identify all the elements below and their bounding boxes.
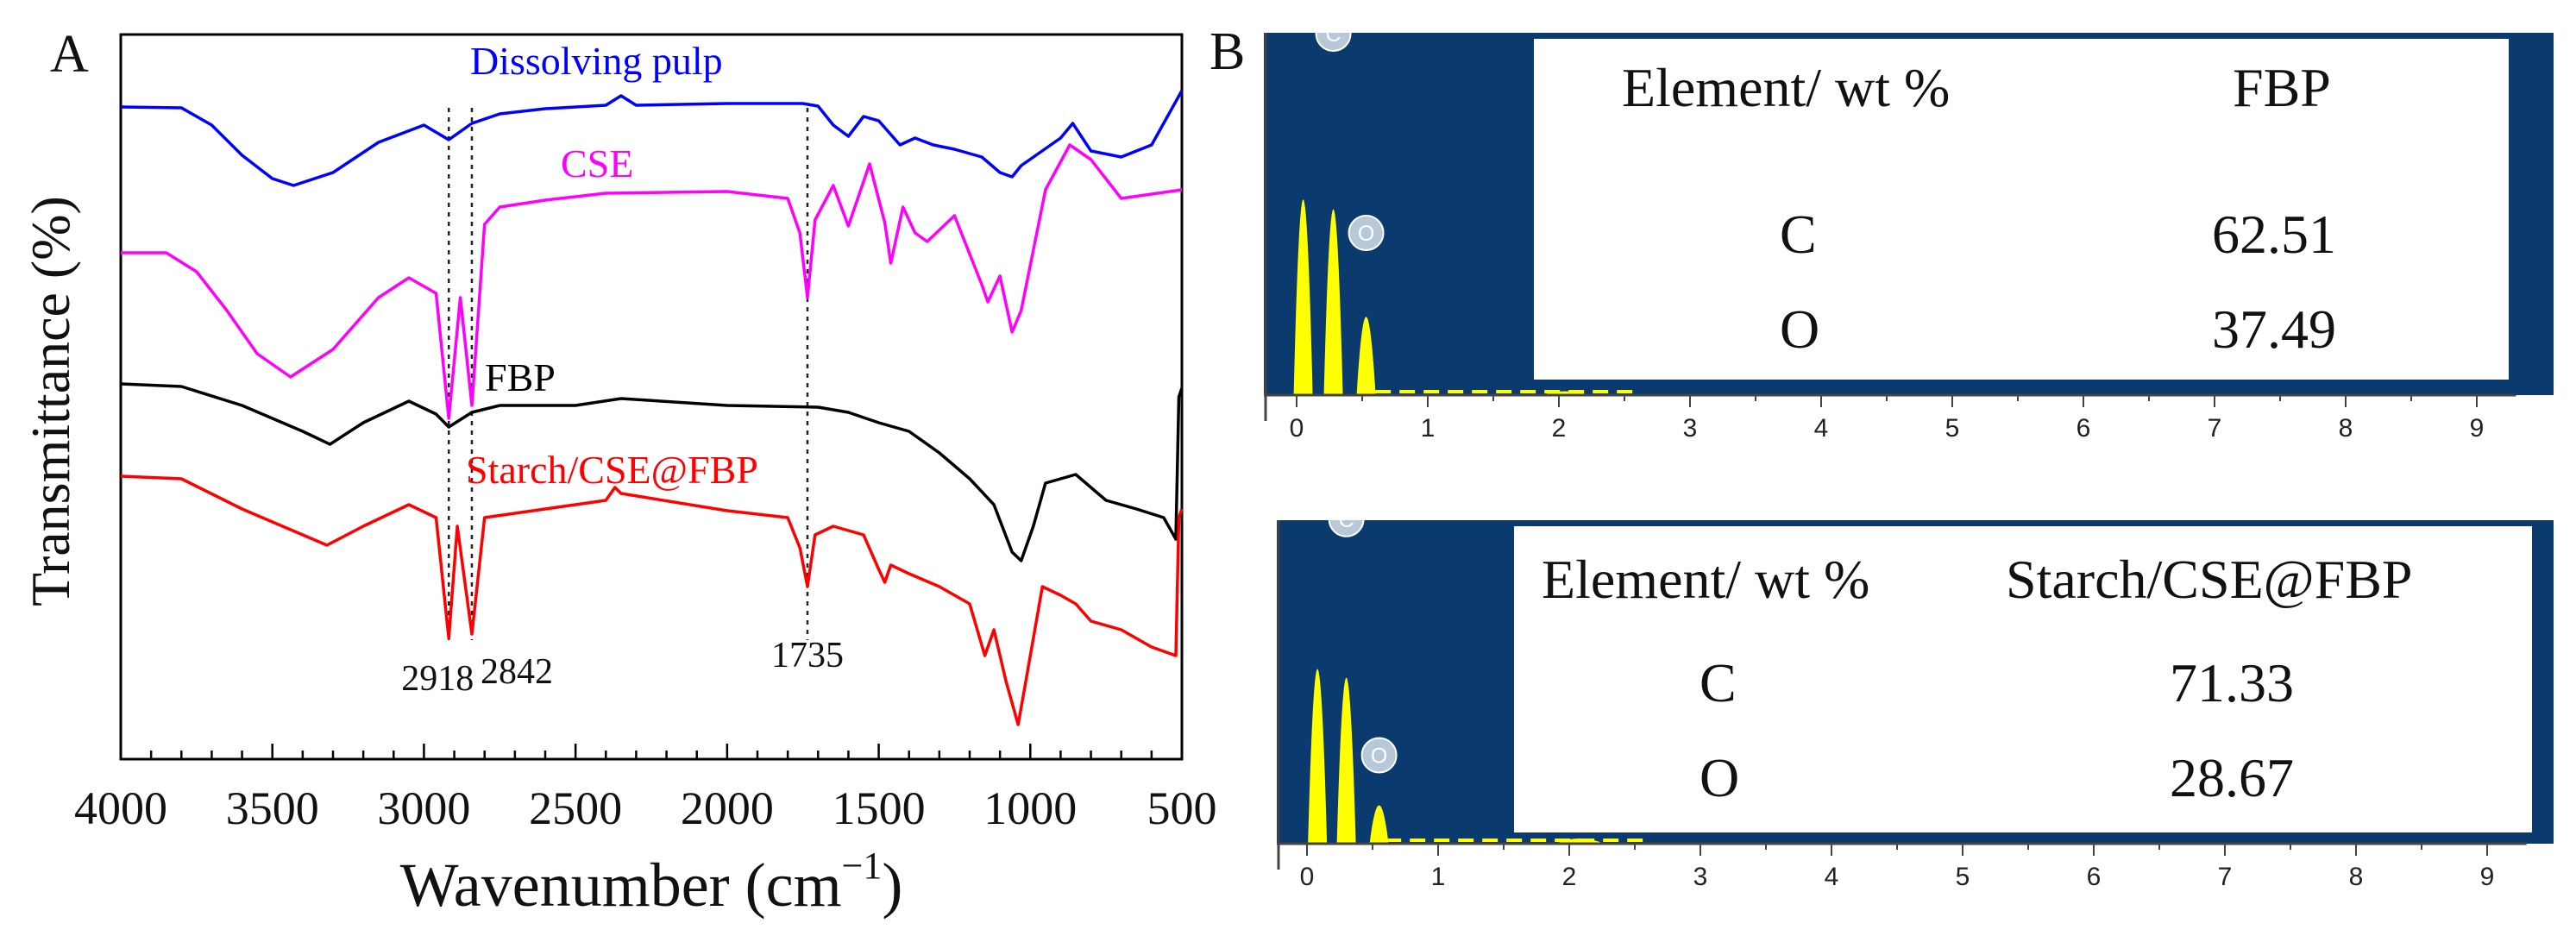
x-tick-label: 2500 (529, 782, 622, 834)
table-cell-value: 62.51 (2212, 204, 2336, 265)
table-header-sample: Starch/CSE@FBP (2006, 549, 2413, 610)
table-header-element: Element/ wt % (1622, 57, 1951, 118)
series-label-fbp: FBP (485, 355, 556, 399)
x-tick-label: 500 (1147, 782, 1217, 834)
eds-table-fbp: Element/ wt % FBP C 62.51 O 37.49 (1534, 39, 2509, 380)
eds-peaks: CO (1308, 520, 1649, 844)
eds-tick-label: 7 (2208, 414, 2222, 443)
x-axis-label: Wavenumber (cm−1) (400, 845, 903, 920)
y-axis-label: Transmittance (%) (20, 196, 81, 606)
eds-peak (1293, 199, 1313, 395)
series-label-dissolving-pulp: Dissolving pulp (470, 39, 723, 83)
eds-peak-o (1356, 317, 1376, 395)
peak-annotation-1735: 1735 (771, 636, 844, 675)
eds-tick-label: 2 (1562, 863, 1577, 891)
eds-peak-c (1323, 209, 1343, 395)
eds-peaks: CO (1293, 33, 1638, 395)
series-line-fbp (120, 382, 1184, 562)
reference-lines (447, 108, 809, 640)
eds-tick-label: 9 (2480, 863, 2495, 891)
eds-tick-label: 2 (1552, 414, 1567, 443)
table-cell-element: O (1700, 747, 1740, 808)
panel-label-a: A (50, 25, 89, 84)
eds-axis: 0 1 2 3 4 5 6 7 8 9 (1277, 520, 2527, 891)
table-header-sample: FBP (2233, 57, 2331, 118)
peak-label-marker (1348, 215, 1385, 251)
x-tick-label: 3500 (226, 782, 319, 834)
x-tick-label: 3000 (377, 782, 470, 834)
table-cell-element: C (1700, 652, 1737, 713)
eds-tick-label: 9 (2470, 414, 2485, 443)
table-cell-value: 37.49 (2212, 298, 2336, 360)
peak-annotation-2842: 2842 (481, 652, 553, 692)
eds-peak-o (1369, 805, 1389, 844)
series-label-starch-cse-fbp: Starch/CSE@FBP (466, 448, 758, 492)
series-line-cse (121, 143, 1183, 420)
eds-tick-label: 3 (1683, 414, 1698, 443)
eds-tick-label: 6 (2087, 863, 2102, 891)
eds-tick-label: 0 (1290, 414, 1304, 443)
x-tick-label: 4000 (74, 782, 167, 834)
ftir-chart: A 4000 3500 3000 2500 2000 1500 1000 500 2918 28… (20, 25, 1217, 920)
eds-tick-label: 3 (1693, 863, 1708, 891)
peak-annotation-2918: 2918 (401, 659, 474, 699)
x-tick-label: 1500 (832, 782, 926, 834)
eds-tick-label: 7 (2218, 863, 2233, 891)
eds-peak (1308, 669, 1328, 844)
table-header-element: Element/ wt % (1542, 549, 1870, 610)
eds-tick-label: 5 (1945, 414, 1960, 443)
table-cell-value: 28.67 (2170, 747, 2294, 808)
eds-tick-label: 5 (1956, 863, 1970, 891)
peak-label-marker (1360, 737, 1398, 774)
x-axis-ticks: 4000 3500 3000 2500 2000 1500 1000 500 (74, 744, 1217, 834)
eds-table-starch-cse-fbp: Element/ wt % Starch/CSE@FBP C 71.33 O 2… (1514, 526, 2532, 832)
series-line-starch-cse-fbp (120, 474, 1184, 726)
eds-axis: 0 1 2 3 4 5 6 7 8 9 (1264, 33, 2516, 443)
table-cell-element: O (1780, 298, 1820, 360)
peak-label-marker (1315, 33, 1352, 52)
peak-label-text: O (1371, 744, 1387, 769)
eds-tick-label: 1 (1421, 414, 1436, 443)
eds-tick-label: 6 (2077, 414, 2091, 443)
eds-tick-label: 4 (1825, 863, 1839, 891)
ftir-plot-frame (119, 33, 1184, 761)
series-line-dissolving-pulp (120, 90, 1184, 187)
peak-label-marker (1328, 520, 1365, 537)
table-cell-element: C (1780, 204, 1817, 265)
x-tick-label: 1000 (983, 782, 1077, 834)
eds-tick-label: 8 (2349, 863, 2364, 891)
peak-label-text: C (1326, 33, 1341, 47)
eds-tick-label: 0 (1300, 863, 1315, 891)
reference-line-labels: 2918 2842 1735 (401, 636, 844, 699)
eds-tick-label: 4 (1814, 414, 1829, 443)
ftir-series-group (120, 90, 1184, 726)
eds-peak-c (1336, 677, 1356, 844)
peak-label-text: C (1339, 520, 1354, 532)
series-label-cse: CSE (561, 141, 633, 185)
x-tick-label: 2000 (681, 782, 774, 834)
eds-tick-label: 8 (2339, 414, 2353, 443)
peak-label-text: O (1358, 222, 1374, 246)
table-cell-value: 71.33 (2170, 652, 2294, 713)
panel-label-b: B (1209, 22, 1246, 81)
eds-tick-label: 1 (1431, 863, 1446, 891)
